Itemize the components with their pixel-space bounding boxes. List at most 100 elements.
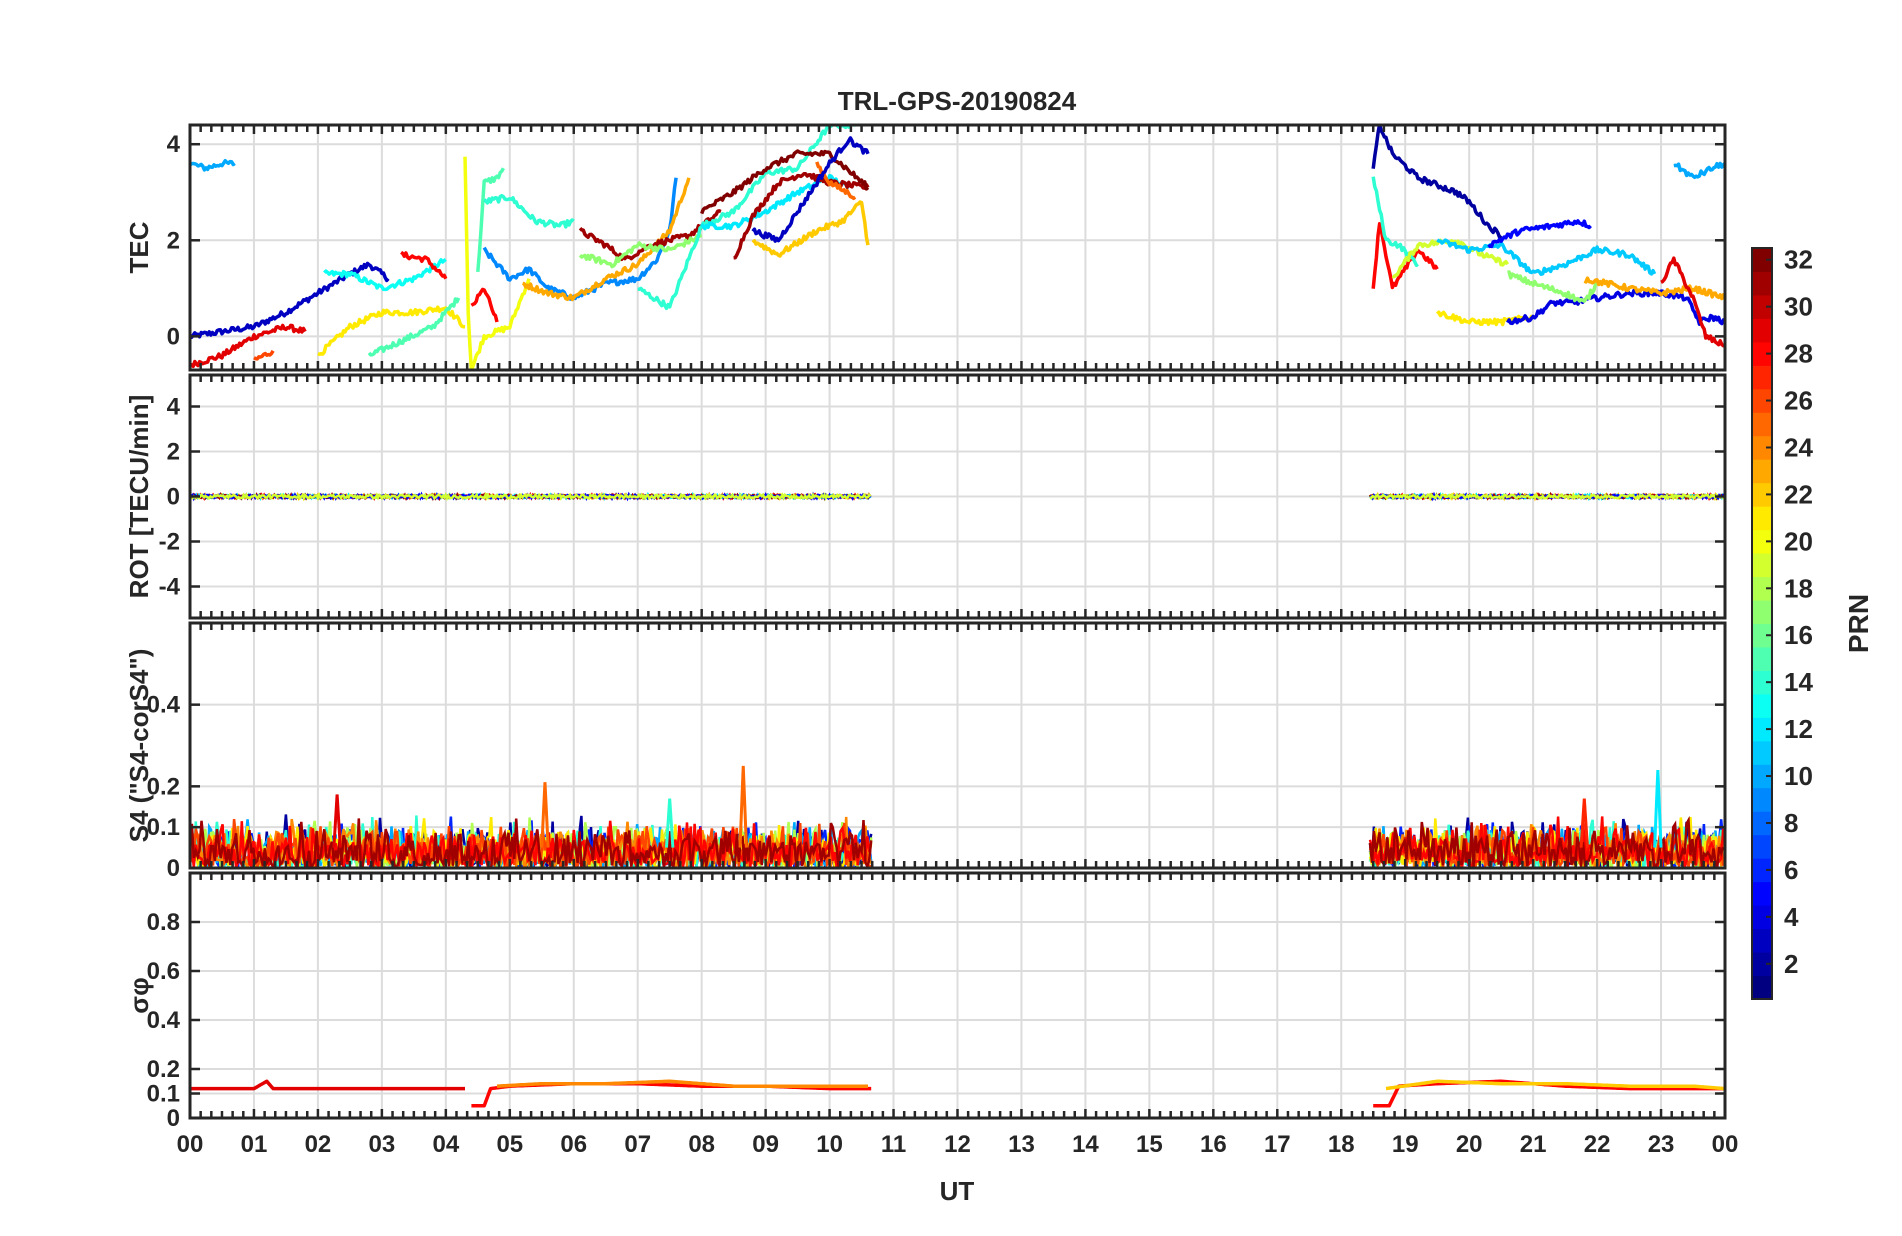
spike-prn-27 — [1579, 798, 1589, 848]
y-tick-label: 0 — [167, 323, 180, 350]
colorbar-tick-label: 14 — [1784, 667, 1813, 697]
series-line-prn-13 — [323, 258, 447, 292]
colorbar-tick-label: 16 — [1784, 620, 1813, 650]
colorbar-swatch — [1752, 811, 1772, 836]
series-line-prn-11 — [1436, 238, 1657, 276]
x-tick-label: 15 — [1136, 1131, 1163, 1158]
series-line-prn-28 — [470, 287, 499, 323]
y-axis-tec: 0 2 4 — [167, 131, 1725, 350]
y-tick-label: 0 — [167, 484, 180, 511]
x-axis-label: UT — [940, 1176, 975, 1206]
colorbar-swatch — [1752, 670, 1772, 695]
series-line-prn-24 — [496, 1079, 869, 1088]
colorbar-tick-label: 32 — [1784, 245, 1813, 275]
chart-title: TRL-GPS-20190824 — [838, 86, 1077, 116]
series-line-prn-23 — [1583, 276, 1725, 301]
colorbar-swatch — [1752, 905, 1772, 930]
colorbar-tick-label: 20 — [1784, 526, 1813, 556]
spike-prn-25 — [738, 765, 748, 848]
colorbar-swatch — [1752, 482, 1772, 507]
colorbar-swatch — [1752, 952, 1772, 977]
y-axis-label-tec: TEC — [124, 221, 154, 273]
x-tick-label: 08 — [688, 1131, 715, 1158]
colorbar-swatch — [1752, 576, 1772, 601]
series-line-prn-4 — [1506, 288, 1725, 326]
colorbar-swatch — [1752, 318, 1772, 343]
series-line-prn-3 — [190, 261, 390, 340]
plot-area — [190, 765, 1725, 868]
y-axis-label-s4: S4 ("S4-corS4") — [124, 649, 154, 843]
colorbar-swatch — [1752, 341, 1772, 366]
y-tick-label: 0.1 — [147, 814, 180, 841]
x-tick-label: 19 — [1392, 1131, 1419, 1158]
colorbar-tick-label: 4 — [1784, 902, 1799, 932]
x-tick-label: 07 — [624, 1131, 651, 1158]
series-line-prn-17 — [578, 233, 703, 269]
series-line-prn-15 — [476, 167, 505, 273]
x-tick-label: 03 — [369, 1131, 396, 1158]
colorbar-tick-label: 22 — [1784, 479, 1813, 509]
x-ticks — [188, 623, 1727, 868]
y-axis-sigphi: 00.10.2 0.4 0.6 0.8 — [147, 909, 1725, 1132]
x-tick-label: 23 — [1648, 1131, 1675, 1158]
x-tick-label: 21 — [1520, 1131, 1547, 1158]
colorbar-swatch — [1752, 881, 1772, 906]
x-tick-label: 02 — [305, 1131, 332, 1158]
y-tick-label: 0.2 — [147, 773, 180, 800]
colorbar-label: PRN — [1843, 594, 1874, 653]
series-line-prn-29 — [1660, 256, 1725, 348]
y-tick-label: 0.4 — [147, 692, 181, 719]
y-tick-label: 0 — [167, 1105, 180, 1132]
y-tick-label: 0.4 — [147, 1007, 181, 1034]
colorbar-swatch — [1752, 717, 1772, 742]
series-line-prn-19 — [1369, 492, 1725, 502]
colorbar-tick-label: 8 — [1784, 808, 1798, 838]
colorbar-swatch — [1752, 975, 1772, 1000]
colorbar-tick-label: 30 — [1784, 292, 1813, 322]
y-tick-label: -4 — [159, 574, 181, 601]
y-tick-label: 0 — [167, 855, 180, 882]
series-line-prn-29 — [190, 323, 307, 369]
series-line-prn-5 — [1487, 219, 1592, 249]
x-tick-label: 17 — [1264, 1131, 1291, 1158]
colorbar-tick-label: 12 — [1784, 714, 1813, 744]
series-line-prn-10 — [190, 158, 236, 172]
x-tick-label: 13 — [1008, 1131, 1035, 1158]
colorbar-swatch — [1752, 388, 1772, 413]
colorbar-tick-label: 28 — [1784, 339, 1813, 369]
colorbar-tick-label: 26 — [1784, 386, 1813, 416]
series-line-prn-14 — [637, 125, 856, 311]
series-line-prn-22 — [751, 200, 870, 258]
x-tick-label: 09 — [752, 1131, 779, 1158]
x-tick-label: 00 — [177, 1131, 204, 1158]
y-tick-label: 4 — [167, 131, 181, 158]
colorbar-swatch — [1752, 787, 1772, 812]
plot-area — [190, 125, 1725, 370]
y-axis-label-rot: ROT [TECU/min] — [124, 395, 154, 599]
x-tick-label: 05 — [496, 1131, 523, 1158]
x-ticks — [188, 375, 1727, 618]
x-tick-label: 12 — [944, 1131, 971, 1158]
y-tick-label: 0.6 — [147, 958, 180, 985]
panel-sigphi: 00.10.2 0.4 0.6 0.8 σφ — [124, 871, 1727, 1132]
y-tick-label: 4 — [167, 394, 181, 421]
colorbar-swatch — [1752, 834, 1772, 859]
y-tick-label: 0.1 — [147, 1081, 180, 1108]
colorbar-swatch — [1752, 740, 1772, 765]
y-axis-s4: 0 0.1 0.2 0.4 — [147, 692, 1725, 882]
colorbar-swatch — [1752, 858, 1772, 883]
x-ticks — [188, 125, 1727, 370]
panel-tec: 0 2 4 TEC — [124, 123, 1727, 372]
colorbar-swatch — [1752, 693, 1772, 718]
series-line-prn-14 — [483, 193, 575, 229]
series-line-prn-3 — [751, 136, 870, 243]
x-tick-label: 01 — [241, 1131, 268, 1158]
series-line-prn-21 — [317, 305, 466, 356]
series-line-prn-31 — [733, 171, 870, 260]
colorbar-swatch — [1752, 600, 1772, 624]
series-line-prn-22 — [1385, 1079, 1725, 1091]
colorbar-swatch — [1752, 646, 1772, 671]
colorbar-swatch — [1752, 271, 1772, 296]
